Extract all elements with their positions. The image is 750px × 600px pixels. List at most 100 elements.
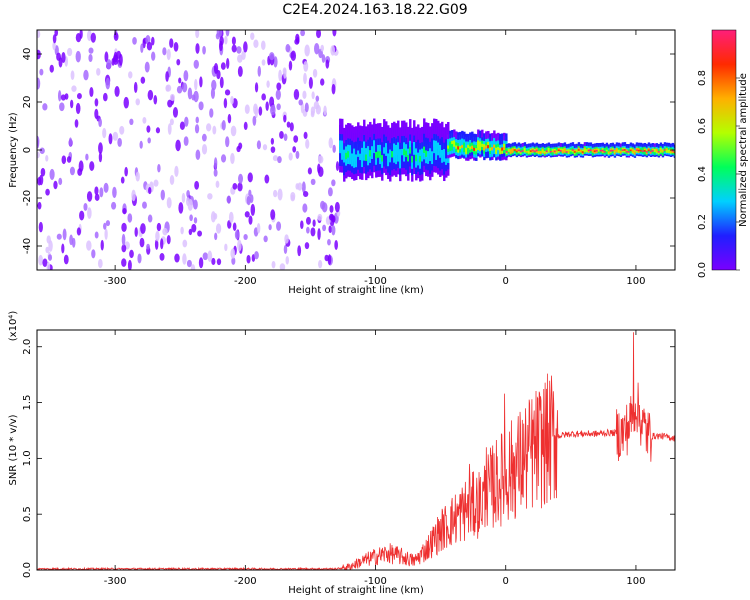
heatmap-cell: [262, 144, 268, 151]
heatmap-cell: [308, 77, 313, 89]
heatmap-cell: [303, 131, 308, 140]
heatmap-cell: [121, 233, 126, 246]
heatmap-cell: [649, 143, 653, 148]
colorbar-tick-label: 0.8: [697, 70, 708, 86]
heatmap-cell: [425, 122, 428, 138]
heatmap-cell: [273, 189, 278, 198]
heatmap-cell: [659, 142, 663, 147]
heatmap-cell: [123, 96, 129, 109]
heatmap-cell: [511, 142, 515, 147]
heatmap-cell: [182, 253, 187, 265]
heatmap-cell: [98, 118, 102, 128]
heatmap-cell: [521, 143, 525, 147]
heatmap-cell: [226, 57, 230, 70]
heatmap-cell: [581, 144, 585, 149]
heatmap-cell: [383, 119, 386, 135]
heatmap-cell: [75, 50, 81, 63]
heatmap-cell: [56, 233, 62, 240]
heatmap-cell: [645, 143, 649, 148]
heatmap-cell: [615, 142, 619, 147]
heatmap-cell: [447, 131, 450, 140]
heatmap-cell: [415, 126, 418, 142]
heatmap-cell: [184, 116, 189, 127]
heatmap-cell: [343, 127, 346, 144]
heatmap-cell: [331, 225, 336, 236]
heatmap-cell: [103, 222, 107, 230]
heatmap-cell: [292, 146, 297, 153]
x-tick-label: -300: [104, 276, 127, 287]
y-tick-label: 20: [22, 96, 33, 109]
heatmap-cell: [121, 244, 127, 253]
heatmap-cell: [519, 143, 523, 148]
heatmap-cell: [321, 202, 328, 213]
heatmap-cell: [373, 118, 376, 134]
heatmap-cell: [290, 50, 297, 62]
heatmap-cell: [52, 41, 56, 51]
heatmap-cell: [327, 187, 333, 197]
heatmap-cell: [160, 238, 164, 250]
heatmap-cell: [266, 80, 270, 88]
heatmap-cell: [220, 62, 226, 70]
heatmap-cell: [273, 56, 278, 68]
heatmap-cell: [451, 130, 454, 138]
heatmap-x-ticks: -300 -200 -100 0 100: [104, 30, 645, 287]
heatmap-cell: [46, 261, 51, 270]
heatmap-cell: [310, 106, 316, 116]
heatmap-cell: [192, 199, 198, 210]
heatmap-cell: [270, 137, 275, 145]
heatmap-cell: [401, 120, 404, 137]
heatmap-cell: [70, 99, 74, 109]
heatmap-cell: [332, 144, 336, 153]
heatmap-cell: [201, 143, 208, 155]
heatmap-cell: [330, 45, 336, 56]
heatmap-cell: [230, 125, 237, 137]
heatmap-cell: [304, 242, 310, 250]
heatmap-cell: [661, 143, 665, 148]
heatmap-cell: [85, 153, 89, 161]
heatmap-cell: [178, 202, 184, 214]
snr-panel: -300 -200 -100 0 100 0.0 0.5 1.0 1.5 2.0 Height …: [8, 311, 676, 596]
heatmap-cell: [537, 143, 541, 148]
snr-frame: [36, 329, 676, 571]
heatmap-cell: [153, 95, 158, 105]
heatmap-cell: [176, 58, 181, 66]
heatmap-cell: [298, 99, 303, 106]
heatmap-cell: [265, 101, 269, 111]
heatmap-cell: [290, 191, 296, 200]
colorbar-tick-label: 0.2: [697, 214, 708, 230]
heatmap-cell: [220, 154, 227, 163]
heatmap-cell: [599, 142, 603, 147]
heatmap-cell: [609, 143, 613, 147]
heatmap-cell: [549, 143, 553, 148]
heatmap-cell: [316, 30, 322, 39]
heatmap-cell: [232, 183, 238, 190]
heatmap-cell: [334, 201, 340, 213]
heatmap-cell: [77, 92, 82, 100]
heatmap-cell: [285, 43, 291, 53]
heatmap-cell: [306, 216, 311, 225]
heatmap-cell: [507, 143, 511, 148]
y-tick-label: 1.5: [22, 395, 33, 411]
heatmap-cell: [244, 211, 250, 218]
heatmap-cell: [613, 144, 617, 149]
heatmap-cell: [147, 137, 151, 144]
heatmap-cell: [180, 226, 184, 235]
heatmap-cell: [45, 246, 50, 254]
heatmap-cell: [140, 76, 146, 84]
heatmap-cell: [162, 227, 168, 236]
heatmap-cell: [94, 231, 99, 239]
heatmap-cell: [112, 131, 119, 141]
heatmap-cell: [166, 235, 171, 245]
heatmap-cell: [515, 143, 519, 148]
heatmap-cell: [227, 113, 232, 124]
heatmap-cell: [312, 68, 318, 78]
heatmap-cell: [213, 157, 218, 169]
heatmap-cell: [589, 142, 593, 147]
heatmap-cell: [129, 118, 134, 126]
heatmap-cell: [188, 228, 193, 236]
x-tick-label: -100: [364, 576, 387, 587]
heatmap-cell: [311, 91, 315, 100]
heatmap-cell: [94, 193, 100, 201]
heatmap-cell: [173, 42, 179, 52]
heatmap-cell: [575, 143, 579, 148]
